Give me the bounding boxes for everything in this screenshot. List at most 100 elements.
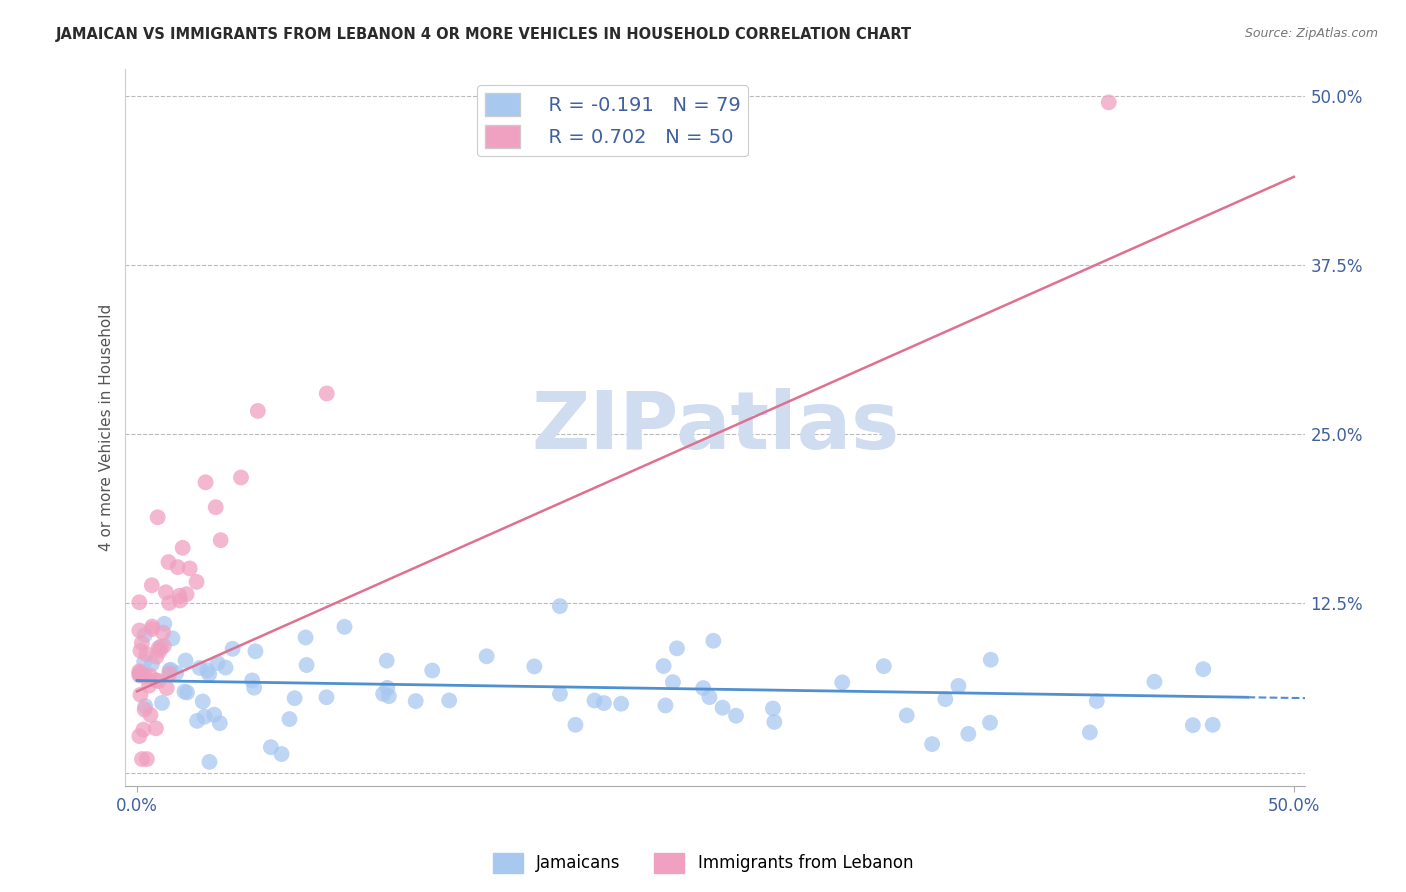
- Point: [134, 699, 156, 714]
- Point: [128, 665, 150, 680]
- Point: [896, 708, 918, 723]
- Point: [375, 681, 398, 695]
- Point: [610, 697, 633, 711]
- Point: [198, 667, 221, 681]
- Point: [148, 640, 170, 655]
- Point: [284, 691, 307, 706]
- Point: [662, 675, 685, 690]
- Point: [523, 659, 546, 673]
- Point: [134, 628, 156, 642]
- Point: [155, 585, 177, 599]
- Point: [229, 470, 252, 484]
- Point: [134, 655, 156, 669]
- Point: [149, 643, 172, 657]
- Point: [831, 675, 853, 690]
- Point: [475, 649, 498, 664]
- Point: [1143, 674, 1166, 689]
- Point: [134, 669, 156, 683]
- Point: [209, 533, 232, 548]
- Point: [141, 622, 163, 636]
- Legend: Jamaicans, Immigrants from Lebanon: Jamaicans, Immigrants from Lebanon: [486, 847, 920, 880]
- Point: [157, 555, 180, 569]
- Point: [128, 624, 150, 638]
- Point: [132, 723, 155, 737]
- Point: [207, 656, 229, 670]
- Point: [654, 698, 676, 713]
- Point: [150, 696, 173, 710]
- Point: [373, 687, 395, 701]
- Point: [240, 673, 263, 688]
- Point: [948, 679, 970, 693]
- Point: [141, 578, 163, 592]
- Point: [243, 681, 266, 695]
- Point: [128, 665, 150, 679]
- Point: [139, 708, 162, 723]
- Point: [270, 747, 292, 761]
- Point: [652, 659, 675, 673]
- Point: [145, 649, 167, 664]
- Point: [702, 633, 724, 648]
- Point: [278, 712, 301, 726]
- Point: [980, 653, 1002, 667]
- Text: ZIPatlas: ZIPatlas: [531, 388, 900, 467]
- Point: [148, 674, 170, 689]
- Point: [191, 694, 214, 708]
- Point: [1085, 694, 1108, 708]
- Point: [315, 690, 337, 705]
- Point: [152, 625, 174, 640]
- Point: [179, 561, 201, 575]
- Point: [214, 660, 236, 674]
- Point: [548, 599, 571, 614]
- Point: [131, 752, 153, 766]
- Point: [1098, 95, 1121, 110]
- Point: [294, 631, 316, 645]
- Point: [583, 693, 606, 707]
- Point: [128, 729, 150, 743]
- Point: [166, 560, 188, 574]
- Point: [173, 684, 195, 698]
- Point: [135, 752, 157, 766]
- Point: [131, 636, 153, 650]
- Point: [221, 641, 243, 656]
- Point: [129, 688, 152, 702]
- Point: [260, 740, 283, 755]
- Point: [134, 703, 156, 717]
- Point: [186, 574, 208, 589]
- Point: [375, 654, 398, 668]
- Point: [1202, 718, 1225, 732]
- Point: [405, 694, 427, 708]
- Point: [1181, 718, 1204, 732]
- Point: [295, 658, 318, 673]
- Point: [176, 587, 198, 601]
- Point: [548, 687, 571, 701]
- Point: [169, 593, 191, 607]
- Point: [157, 596, 180, 610]
- Y-axis label: 4 or more Vehicles in Household: 4 or more Vehicles in Household: [100, 303, 114, 551]
- Point: [128, 668, 150, 682]
- Point: [762, 701, 785, 715]
- Point: [159, 664, 181, 678]
- Point: [172, 541, 194, 555]
- Point: [139, 668, 162, 682]
- Point: [132, 668, 155, 682]
- Point: [1078, 725, 1101, 739]
- Point: [934, 692, 956, 706]
- Point: [174, 654, 197, 668]
- Point: [873, 659, 896, 673]
- Point: [333, 620, 356, 634]
- Point: [186, 714, 208, 728]
- Point: [1192, 662, 1215, 676]
- Point: [157, 666, 180, 681]
- Point: [437, 693, 460, 707]
- Point: [152, 639, 174, 653]
- Point: [420, 664, 443, 678]
- Point: [169, 589, 191, 603]
- Point: [921, 737, 943, 751]
- Point: [135, 647, 157, 661]
- Point: [138, 679, 160, 693]
- Point: [198, 755, 221, 769]
- Point: [763, 714, 786, 729]
- Point: [149, 640, 172, 654]
- Point: [204, 500, 226, 515]
- Point: [315, 386, 337, 401]
